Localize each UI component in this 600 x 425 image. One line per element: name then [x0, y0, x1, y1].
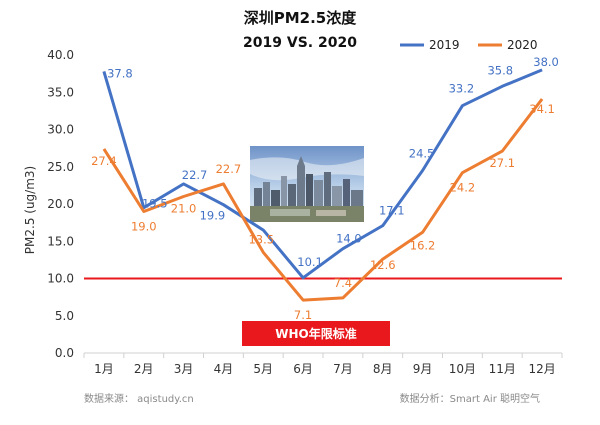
y-tick-label: 25.0	[47, 160, 74, 174]
legend-2020-label: 2020	[507, 38, 538, 52]
series-2019-data-labels: 37.8 19.5 22.7 19.9 10.1 14.0 17.1 24.5 33.2 35.8…	[107, 55, 559, 269]
x-tick-label: 4月	[214, 362, 234, 376]
y-tick-label: 35.0	[47, 85, 74, 99]
who-standard-badge: WHO年限标准	[242, 321, 390, 346]
x-tick-label: 10月	[449, 362, 476, 376]
y-tick-label: 20.0	[47, 197, 74, 211]
x-tick-label: 7月	[333, 362, 353, 376]
data-label-2019: 17.1	[379, 204, 405, 218]
x-tick-label: 6月	[293, 362, 313, 376]
data-label-2019: 35.8	[487, 63, 513, 77]
data-source-text: 数据来源： aqistudy.cn	[84, 392, 194, 405]
x-tick-label: 12月	[528, 362, 555, 376]
y-tick-label: 0.0	[55, 346, 74, 360]
data-label-2020: 7.4	[334, 276, 352, 290]
who-standard-box	[242, 321, 390, 346]
x-tick-label: 8月	[373, 362, 393, 376]
x-tick-label: 2月	[134, 362, 154, 376]
y-tick-label: 10.0	[47, 272, 74, 286]
data-label-2020: 27.4	[91, 154, 117, 168]
data-label-2019: 10.1	[297, 255, 323, 269]
y-axis-ticks: 0.0 5.0 10.0 15.0 20.0 25.0 30.0 35.0 40.0	[47, 48, 74, 360]
data-label-2019: 14.0	[336, 232, 362, 246]
y-tick-label: 5.0	[55, 309, 74, 323]
analysis-credit-text: 数据分析：Smart Air 聪明空气	[400, 392, 540, 405]
data-label-2020: 27.1	[489, 156, 515, 170]
data-label-2019: 22.7	[182, 168, 208, 182]
data-label-2020: 19.0	[131, 219, 157, 233]
series-2019-line	[102, 68, 543, 280]
y-tick-label: 40.0	[47, 48, 74, 62]
y-tick-label: 30.0	[47, 123, 74, 137]
data-label-2020: 24.2	[450, 181, 476, 195]
chart-subtitle: 2019 VS. 2020	[243, 35, 357, 51]
x-tick-label: 5月	[253, 362, 273, 376]
data-label-2019: 33.2	[449, 82, 475, 96]
data-label-2019: 19.5	[142, 197, 168, 211]
chart-title: 深圳PM2.5浓度	[244, 9, 357, 27]
data-label-2019: 19.9	[200, 209, 226, 223]
legend: 2019 2020	[400, 38, 538, 52]
x-tick-label: 11月	[489, 362, 516, 376]
data-label-2020: 34.1	[529, 102, 555, 116]
x-tick-label: 9月	[413, 362, 433, 376]
data-label-2020: 13.5	[248, 232, 274, 246]
data-label-2020: 21.0	[171, 202, 197, 216]
data-label-2020: 16.2	[410, 238, 436, 252]
series-2020-data-labels: 27.4 19.0 21.0 22.7 13.5 7.1 7.4 12.6 16.2 24.2 27…	[91, 102, 555, 322]
data-label-2020: 12.6	[370, 258, 396, 272]
x-axis-ticks: 1月 2月 3月 4月 5月 6月 7月 8月 9月 10月 11月 12月	[83, 353, 563, 376]
y-tick-label: 15.0	[47, 234, 74, 248]
data-label-2020: 7.1	[294, 308, 312, 322]
data-label-2019: 38.0	[533, 55, 559, 69]
series-2020-line	[102, 98, 544, 302]
data-label-2020: 22.7	[216, 162, 242, 176]
legend-2019-label: 2019	[429, 38, 460, 52]
who-standard-label: WHO年限标准	[275, 326, 356, 341]
data-label-2019: 37.8	[107, 66, 133, 80]
shenzhen-skyline-photo	[250, 146, 364, 222]
x-tick-label: 1月	[94, 362, 114, 376]
data-label-2019: 24.5	[409, 146, 435, 160]
x-tick-label: 3月	[174, 362, 194, 376]
y-axis-label: PM2.5 (ug/m3)	[23, 166, 37, 254]
